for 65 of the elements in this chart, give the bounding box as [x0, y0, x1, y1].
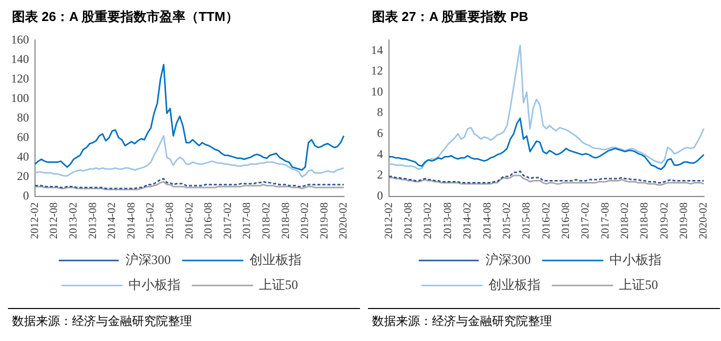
x-tick-label: 2012-02 [382, 202, 395, 240]
legend-label: 上证50 [259, 276, 298, 292]
y-tick-label: 0 [23, 188, 29, 202]
x-tick-label: 2020-02 [698, 202, 710, 240]
y-tick-label: 60 [17, 130, 29, 144]
y-tick-label: 120 [11, 71, 29, 86]
legend-label: 中小板指 [609, 252, 662, 267]
x-tick-label: 2015-08 [520, 202, 533, 240]
x-tick-label: 2020-02 [338, 202, 350, 240]
legend-label: 创业板指 [249, 252, 302, 267]
y-tick-label: 40 [17, 149, 29, 164]
y-tick-label: 20 [17, 168, 29, 183]
x-tick-label: 2016-02 [183, 202, 196, 240]
source-note: 数据来源：经济与金融研究院整理 [12, 313, 193, 330]
x-tick-label: 2018-08 [280, 202, 292, 240]
x-tick-label: 2017-08 [241, 202, 254, 240]
line-series [388, 170, 705, 184]
x-tick-label: 2014-02 [106, 202, 118, 240]
x-tick-label: 2013-02 [422, 202, 434, 240]
legend-label: 创业板指 [488, 276, 540, 292]
y-tick-label: 100 [11, 90, 29, 105]
x-tick-label: 2016-02 [540, 202, 552, 240]
x-tick-label: 2019-08 [318, 202, 330, 240]
x-tick-label: 2014-08 [125, 202, 138, 240]
x-tick-label: 2013-02 [67, 202, 80, 240]
x-tick-label: 2013-08 [442, 202, 454, 240]
x-tick-label: 2013-08 [86, 202, 99, 240]
line-series [34, 178, 345, 190]
x-tick-label: 2019-08 [678, 202, 690, 240]
chart-title: 图表 27：A 股重要指数 PB [371, 8, 530, 26]
legend-label: 中小板指 [128, 276, 180, 292]
y-tick-label: 10 [371, 84, 383, 98]
x-tick-label: 2015-08 [164, 202, 176, 240]
x-tick-label: 2017-02 [580, 202, 592, 240]
y-tick-label: 160 [11, 32, 29, 46]
y-tick-label: 2 [377, 168, 383, 182]
x-tick-label: 2018-02 [618, 202, 631, 240]
legend-label: 沪深300 [485, 252, 531, 267]
x-tick-label: 2012-08 [402, 202, 415, 240]
x-tick-label: 2017-08 [599, 202, 612, 240]
chart-title: 图表 26：A 股重要指数市盈率（TTM） [11, 8, 240, 26]
y-tick-label: 140 [11, 52, 29, 66]
y-tick-label: 12 [371, 64, 383, 78]
x-tick-label: 2015-02 [500, 202, 513, 240]
y-tick-label: 8 [377, 105, 383, 120]
x-tick-label: 2019-02 [658, 202, 670, 240]
x-tick-label: 2012-08 [48, 202, 60, 240]
x-tick-label: 2018-08 [638, 202, 651, 240]
x-tick-label: 2018-02 [260, 202, 272, 240]
x-tick-label: 2015-02 [144, 202, 157, 240]
source-note: 数据来源：经济与金融研究院整理 [372, 313, 553, 330]
legend-label: 上证50 [619, 276, 658, 292]
x-tick-label: 2012-02 [28, 202, 41, 240]
x-tick-label: 2016-08 [560, 202, 572, 240]
x-tick-label: 2014-08 [481, 202, 494, 240]
legend-label: 沪深300 [125, 252, 171, 267]
x-tick-label: 2016-08 [202, 202, 215, 240]
y-tick-label: 80 [17, 110, 29, 124]
x-tick-label: 2017-02 [222, 202, 234, 240]
x-tick-label: 2019-02 [299, 202, 312, 240]
x-tick-label: 2014-02 [462, 202, 474, 240]
y-tick-label: 14 [371, 42, 383, 57]
y-tick-label: 0 [377, 188, 383, 202]
y-tick-label: 4 [377, 146, 383, 161]
y-tick-label: 6 [377, 126, 383, 140]
